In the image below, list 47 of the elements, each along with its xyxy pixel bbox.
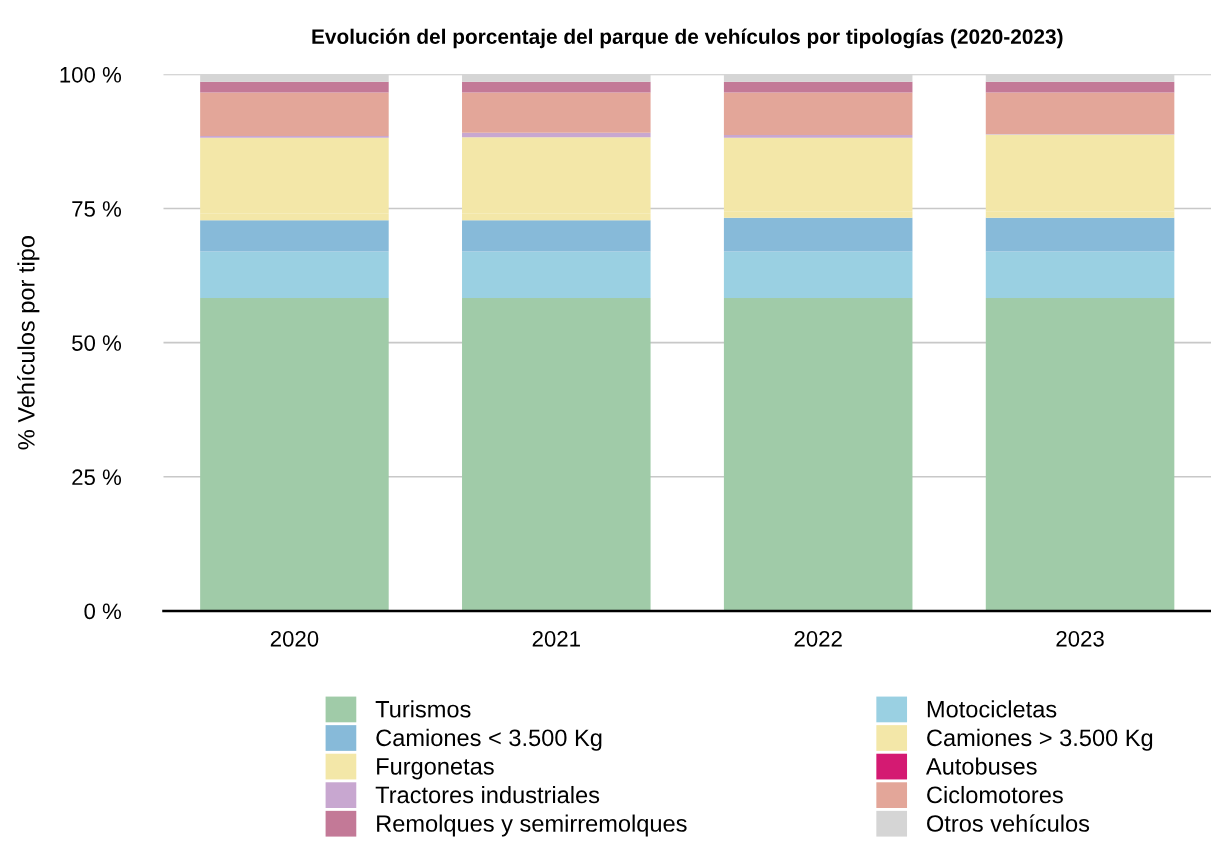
bar (200, 92, 389, 137)
legend-label: Motocicletas (927, 700, 1057, 718)
legend-label: Ciclomotores (927, 785, 1063, 804)
legend-label: Otros vehículos (927, 814, 1090, 832)
bar (462, 81, 651, 93)
bar (723, 74, 913, 82)
bar (462, 298, 651, 611)
bar (723, 298, 913, 611)
bar (723, 81, 913, 93)
bar (985, 251, 1175, 299)
bar (200, 220, 389, 252)
legend-label: Furgonetas (377, 758, 494, 780)
y-tick-label: 25 % (72, 469, 122, 486)
x-tick-label: 2022 (794, 630, 842, 647)
legend-label: Turismos (375, 700, 471, 718)
bar (200, 74, 389, 82)
chart-title: Evolución del porcentaje del parque de vehículos por tipologías (2020-2023) (312, 28, 1063, 49)
y-tick-label: 0 % (84, 603, 122, 620)
x-tick-label: 2021 (532, 630, 580, 647)
legend-label: Camiones < 3.500 Kg (376, 728, 602, 751)
y-tick-label: 50 % (72, 335, 122, 351)
bar (985, 92, 1175, 134)
bar (985, 217, 1175, 252)
bar (985, 81, 1175, 93)
legend-label: Autobuses (925, 757, 1037, 775)
y-tick-label: 100 % (60, 66, 122, 83)
y-axis-title: % Vehículos por tipo (17, 236, 40, 450)
bar (723, 92, 913, 135)
bar (462, 251, 651, 299)
y-tick-label: 75 % (72, 201, 122, 217)
x-tick-label: 2023 (1056, 630, 1104, 647)
bar (462, 132, 651, 138)
bar (723, 217, 913, 252)
bar (723, 251, 913, 299)
bar (200, 251, 389, 299)
bar (200, 81, 389, 93)
bar (985, 298, 1175, 611)
bar (462, 220, 651, 252)
legend-label: Camiones > 3.500 Kg (927, 728, 1153, 751)
legend-label: Remolques y semirremolques (377, 814, 687, 837)
legend-label: Tractores industriales (375, 785, 600, 804)
bar (723, 134, 913, 138)
x-tick-label: 2020 (270, 630, 319, 647)
bar (462, 74, 651, 82)
bar (985, 74, 1175, 82)
bar (200, 298, 389, 611)
bar (462, 92, 651, 133)
